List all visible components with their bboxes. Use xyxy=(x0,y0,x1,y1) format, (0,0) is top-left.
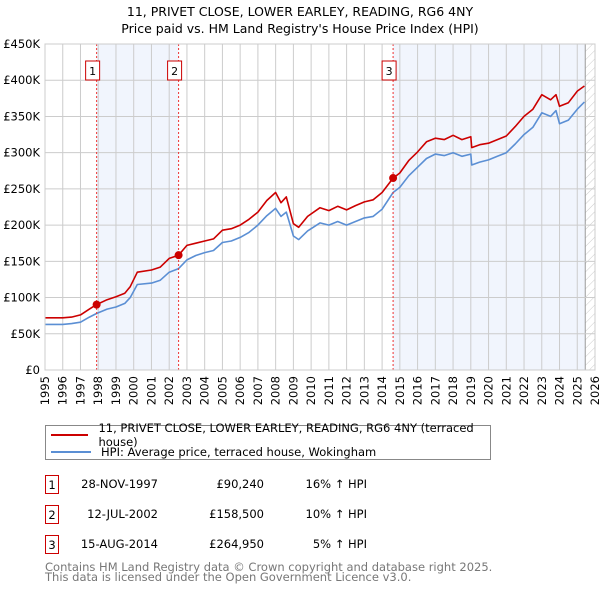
sale-marker-box xyxy=(167,60,183,81)
x-tick-label: 2001 xyxy=(144,376,158,405)
x-tick-label: 2012 xyxy=(340,376,354,405)
transaction-date: 28-NOV-1997 xyxy=(81,477,158,491)
x-tick-label: 2022 xyxy=(517,376,531,405)
sale-marker-label: 3 xyxy=(386,65,393,78)
transaction-number: 3 xyxy=(45,535,59,554)
y-tick-label: £0 xyxy=(25,363,40,377)
y-tick-label: £400K xyxy=(3,73,40,87)
x-tick-label: 2019 xyxy=(464,376,478,405)
footer-licence: This data is licensed under the Open Gov… xyxy=(45,570,412,584)
sale-marker-box xyxy=(85,60,101,81)
x-tick-label: 2008 xyxy=(269,376,283,405)
x-tick-label: 2017 xyxy=(428,376,442,405)
x-tick-label: 2026 xyxy=(588,376,600,405)
x-tick-label: 2004 xyxy=(198,376,212,405)
legend-label: HPI: Average price, terraced house, Woki… xyxy=(101,445,377,459)
transaction-hpi: 5% ↑ HPI xyxy=(312,537,367,551)
x-tick-label: 2011 xyxy=(322,376,336,405)
x-tick-label: 1997 xyxy=(73,376,87,405)
property-price-line xyxy=(45,85,585,319)
forecast-hatch xyxy=(585,44,595,370)
y-tick-label: £450K xyxy=(3,37,40,51)
x-tick-label: 1998 xyxy=(91,376,105,405)
x-tick-label: 2009 xyxy=(286,376,300,405)
y-tick-label: £350K xyxy=(3,109,40,123)
x-tick-label: 2013 xyxy=(357,376,371,405)
chart-subtitle: Price paid vs. HM Land Registry's House … xyxy=(121,21,478,36)
y-tick-label: £300K xyxy=(3,146,40,160)
shaded-period xyxy=(393,44,586,370)
x-tick-label: 2014 xyxy=(375,376,389,405)
transaction-date: 12-JUL-2002 xyxy=(87,507,158,521)
sale-marker-label: 2 xyxy=(171,65,178,78)
transaction-number: 1 xyxy=(45,475,59,494)
transaction-price: £90,240 xyxy=(216,477,264,491)
y-tick-label: £200K xyxy=(3,218,40,232)
x-tick-label: 2015 xyxy=(393,376,407,405)
transaction-hpi: 16% ↑ HPI xyxy=(305,477,367,491)
x-tick-label: 2025 xyxy=(570,376,584,405)
x-tick-label: 2007 xyxy=(251,376,265,405)
transaction-date: 15-AUG-2014 xyxy=(80,537,158,551)
sale-marker-box xyxy=(381,60,397,81)
legend-item-property: 11, PRIVET CLOSE, LOWER EARLEY, READING,… xyxy=(51,421,490,449)
legend-line-blue xyxy=(51,451,91,453)
x-tick-label: 2003 xyxy=(180,376,194,405)
hpi-line xyxy=(45,101,585,326)
legend-line-red xyxy=(51,434,89,436)
footer-copyright: Contains HM Land Registry data © Crown c… xyxy=(45,560,493,574)
x-tick-label: 2000 xyxy=(127,376,141,405)
x-tick-label: 2016 xyxy=(411,376,425,405)
sale-point xyxy=(92,300,101,309)
chart-title: 11, PRIVET CLOSE, LOWER EARLEY, READING,… xyxy=(127,4,474,19)
x-tick-label: 2018 xyxy=(446,376,460,405)
y-tick-label: £50K xyxy=(11,327,41,341)
shaded-period xyxy=(96,44,179,370)
legend-item-hpi: HPI: Average price, terraced house, Woki… xyxy=(51,444,376,460)
x-tick-label: 1996 xyxy=(56,376,70,405)
x-tick-label: 2020 xyxy=(482,376,496,405)
transaction-number: 2 xyxy=(45,505,59,524)
x-tick-label: 2024 xyxy=(553,376,567,405)
x-tick-label: 2021 xyxy=(499,376,513,405)
legend-label: 11, PRIVET CLOSE, LOWER EARLEY, READING,… xyxy=(98,421,474,449)
y-tick-label: £250K xyxy=(3,182,40,196)
sale-point xyxy=(389,174,398,183)
x-tick-label: 2005 xyxy=(215,376,229,405)
x-tick-label: 2023 xyxy=(535,376,549,405)
transaction-price: £158,500 xyxy=(209,507,264,521)
transaction-price: £264,950 xyxy=(209,537,264,551)
x-tick-label: 2002 xyxy=(162,376,176,405)
price-chart: 11, PRIVET CLOSE, LOWER EARLEY, READING,… xyxy=(3,4,600,405)
x-tick-label: 1999 xyxy=(109,376,123,405)
sale-point xyxy=(174,251,183,260)
chart-legend: 11, PRIVET CLOSE, LOWER EARLEY, READING,… xyxy=(45,421,491,460)
x-tick-label: 2006 xyxy=(233,376,247,405)
y-tick-label: £150K xyxy=(3,254,40,268)
x-tick-label: 2010 xyxy=(304,376,318,405)
sale-marker-label: 1 xyxy=(89,65,96,78)
x-tick-label: 1995 xyxy=(38,376,52,405)
y-tick-label: £100K xyxy=(3,291,40,305)
plot-frame xyxy=(44,43,596,371)
transaction-hpi: 10% ↑ HPI xyxy=(305,507,367,521)
